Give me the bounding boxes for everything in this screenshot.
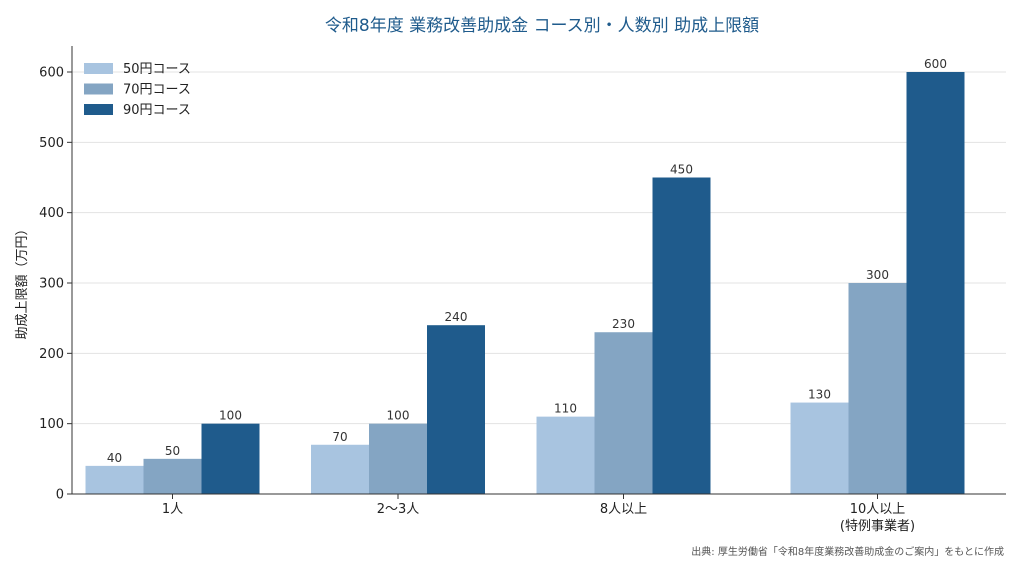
data-label: 70 [332,430,347,444]
data-label: 40 [107,451,122,465]
y-tick-label: 500 [39,136,64,151]
legend-label: 70円コース [123,83,191,98]
data-label: 50 [165,444,180,458]
legend-label: 50円コース [123,62,191,77]
bar [201,423,260,494]
x-tick-label: 1人 [162,502,183,517]
bar [536,416,595,494]
data-label: 600 [924,57,947,71]
bar [906,72,965,494]
bar [85,465,144,494]
legend-label: 90円コース [123,103,191,118]
bar [143,458,202,494]
x-tick-label: 8人以上 [600,502,647,517]
legend-swatch [84,83,113,95]
bar [652,177,711,494]
bars [85,72,965,494]
x-tick-labels: 1人 2〜3人 8人以上 10人以上(特例事業者) [162,494,915,534]
x-tick-label: 2〜3人 [377,502,420,517]
data-labels: 40 50 100 70 100 240 110 230 450 130 300 600 [107,57,947,465]
data-label: 300 [866,268,889,282]
data-label: 100 [219,409,242,423]
data-label: 110 [554,402,577,416]
bar [790,402,849,494]
y-tick-labels: 0 100 200 300 400 500 600 [39,66,72,503]
bar [427,325,485,494]
bar [848,283,907,494]
data-label: 230 [612,317,635,331]
y-axis-label: 助成上限額（万円） [15,222,30,339]
legend: 50円コース 70円コース 90円コース [84,62,191,118]
data-label: 100 [387,409,410,423]
data-label: 240 [445,310,468,324]
bar [311,444,369,494]
data-label: 130 [808,388,831,402]
y-tick-label: 100 [39,417,64,432]
legend-swatch [84,63,113,74]
y-tick-label: 400 [39,206,64,221]
y-tick-label: 200 [39,347,64,362]
x-tick-label: (特例事業者) [840,518,915,534]
y-tick-label: 300 [39,277,64,292]
axes [71,46,1006,495]
source-note: 出典: 厚生労働省「令和8年度業務改善助成金のご案内」をもとに作成 [691,545,1004,558]
chart-title: 令和8年度 業務改善助成金 コース別・人数別 助成上限額 [325,16,759,36]
bar [594,332,653,494]
data-label: 450 [670,163,693,177]
legend-swatch [84,104,113,115]
y-tick-label: 600 [39,66,64,81]
y-tick-label: 0 [56,488,64,503]
bar [369,423,427,494]
x-tick-label: 10人以上 [850,502,906,517]
